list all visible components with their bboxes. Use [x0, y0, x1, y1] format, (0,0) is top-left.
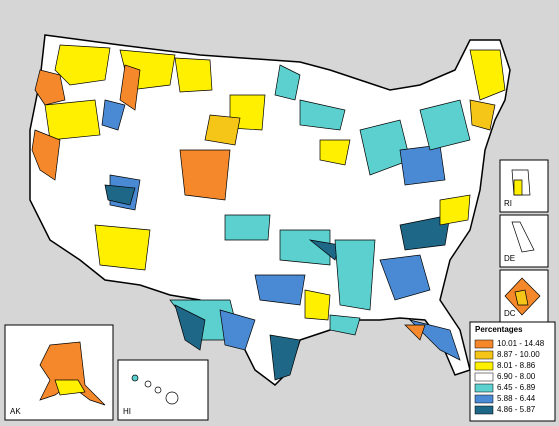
region [179, 149, 231, 201]
hawaii-island [165, 391, 179, 405]
region [119, 64, 141, 111]
legend-label: 6.90 - 8.00 [497, 372, 536, 381]
region [254, 274, 306, 306]
inset-shapes [39, 169, 541, 406]
region [101, 99, 126, 131]
region [329, 314, 361, 336]
legend-swatch [474, 394, 494, 404]
region [104, 184, 136, 206]
region [31, 129, 61, 181]
inset-hi [117, 359, 209, 421]
legend-swatch [474, 383, 494, 393]
alaska-south [54, 379, 86, 396]
region [399, 214, 451, 251]
region [334, 239, 376, 311]
legend-label: 8.01 - 8.86 [497, 361, 536, 370]
legend-label: 4.86 - 5.87 [497, 405, 536, 414]
legend-label: 5.88 - 6.44 [497, 394, 536, 403]
legend: 10.01 - 14.48 8.87 - 10.00 8.01 - 8.86 6.90… [474, 339, 545, 415]
legend-box [469, 321, 556, 422]
region [224, 214, 271, 241]
legend-swatch [474, 372, 494, 382]
region [379, 254, 431, 301]
region [469, 49, 506, 101]
delaware [511, 221, 535, 253]
region [399, 144, 446, 186]
legend-label: 8.87 - 10.00 [497, 350, 540, 359]
region [439, 194, 471, 226]
region [54, 44, 111, 86]
region [274, 64, 301, 101]
inset-label: RI [504, 199, 512, 208]
region [174, 304, 206, 351]
region [219, 309, 256, 351]
region [469, 99, 496, 131]
regions [31, 44, 506, 381]
hawaii-island [131, 374, 139, 382]
hawaii-island [144, 380, 152, 388]
region [404, 324, 426, 341]
inset-label: DC [504, 309, 516, 318]
hawaii-island [154, 386, 162, 394]
region [319, 139, 351, 166]
legend-label: 10.01 - 14.48 [497, 339, 545, 348]
region [419, 99, 471, 151]
region [204, 114, 241, 146]
dc-part [514, 289, 529, 306]
rhode-island-part [513, 179, 523, 196]
region [44, 99, 101, 141]
legend-swatch [474, 405, 494, 415]
legend-swatch [474, 361, 494, 371]
region [299, 99, 346, 131]
legend-title: Percentages [475, 325, 523, 334]
region [34, 69, 66, 106]
legend-swatch [474, 350, 494, 360]
inset-label: AK [10, 407, 21, 416]
region [279, 229, 331, 266]
legend-swatch [474, 339, 494, 349]
region [174, 57, 213, 93]
legend-label: 6.45 - 6.89 [497, 383, 536, 392]
region [94, 224, 151, 271]
region [269, 334, 301, 381]
region [304, 289, 331, 321]
inset-label: DE [504, 254, 515, 263]
inset-label: HI [123, 407, 131, 416]
